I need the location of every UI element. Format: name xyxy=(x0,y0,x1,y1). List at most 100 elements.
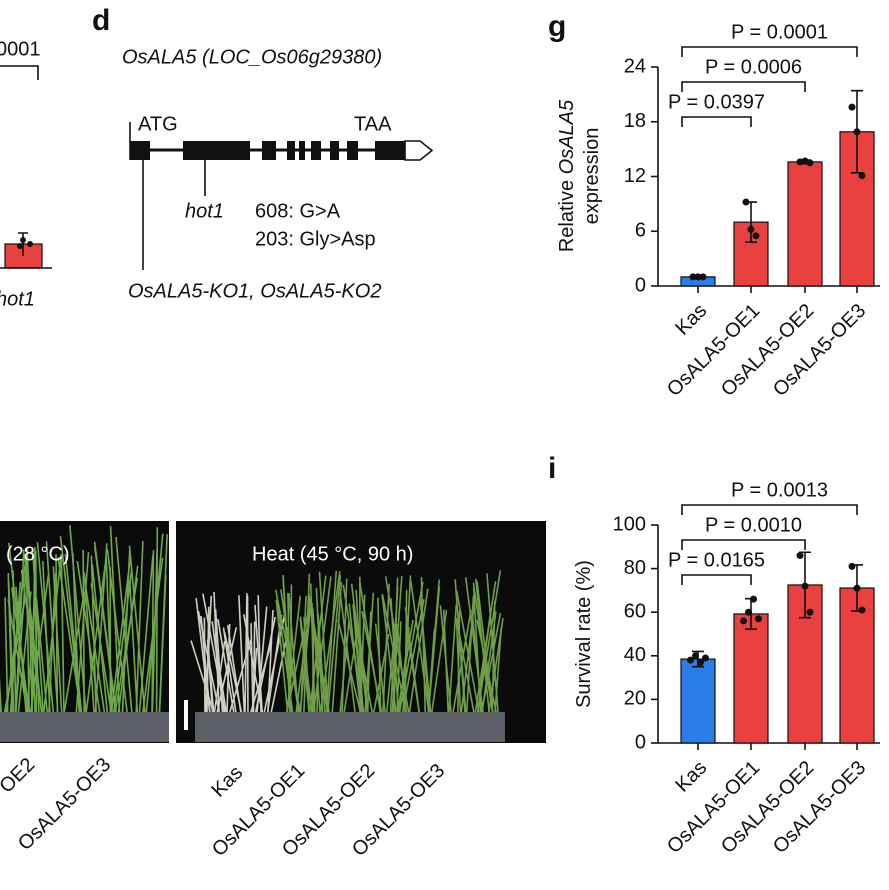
significance-bracket xyxy=(681,539,806,550)
y-axis-label: Survival rate (%) xyxy=(573,560,595,708)
y-tick-label: 6 xyxy=(635,220,646,242)
y-axis-label-part: expression xyxy=(581,128,603,225)
leaf xyxy=(84,564,106,721)
bar xyxy=(733,613,769,744)
leaf xyxy=(158,534,168,721)
knockout-label: OsALA5-KO1, OsALA5-KO2 xyxy=(128,280,381,302)
bracket xyxy=(0,65,39,80)
leaf xyxy=(389,586,399,721)
y-tick-label: 24 xyxy=(624,55,646,77)
gene-model xyxy=(129,122,434,270)
p-value: P = 0.0010 xyxy=(705,514,802,536)
leaf xyxy=(93,546,118,721)
point xyxy=(858,172,866,180)
y-tick-label: 80 xyxy=(624,557,646,579)
leaf xyxy=(465,595,475,721)
y-axis-label-part: Survival rate (%) xyxy=(573,560,595,708)
leaf xyxy=(25,555,31,721)
leaf xyxy=(405,626,422,721)
leaf xyxy=(26,549,37,721)
point xyxy=(20,237,26,243)
leaf xyxy=(464,577,485,721)
leaf xyxy=(238,595,246,721)
leaf xyxy=(326,574,342,721)
leaf xyxy=(459,595,477,721)
y-tick-label: 60 xyxy=(624,600,646,622)
leaf xyxy=(28,575,50,721)
leaf xyxy=(409,580,431,721)
mutation-line: 203: Gly>Asp xyxy=(255,228,376,250)
leaf xyxy=(447,604,458,721)
point xyxy=(699,273,707,281)
leaf xyxy=(318,571,330,721)
leaf xyxy=(151,548,158,721)
y-tick-label: 18 xyxy=(624,110,646,132)
leaf xyxy=(338,621,350,721)
leaf xyxy=(76,560,102,721)
p-value: P = 0.0001 xyxy=(731,21,828,43)
leaf xyxy=(342,584,366,721)
leaf xyxy=(252,621,256,721)
point xyxy=(801,582,809,590)
leaf xyxy=(381,583,391,721)
leaf xyxy=(420,608,433,721)
y-tick-label: 0 xyxy=(635,731,646,753)
bar xyxy=(680,658,716,744)
leaf xyxy=(109,559,131,721)
point xyxy=(796,552,804,560)
leaf xyxy=(381,595,398,721)
point xyxy=(755,615,762,623)
photo-caption: Heat (45 °C, 90 h) xyxy=(252,543,413,565)
leaf xyxy=(203,617,206,721)
significance-bracket xyxy=(681,116,752,127)
leaf xyxy=(74,552,90,721)
leaf xyxy=(35,597,49,721)
leaf xyxy=(64,554,84,721)
point xyxy=(747,225,755,233)
point xyxy=(806,608,814,616)
p-value: P = 0.0013 xyxy=(731,479,828,501)
point xyxy=(692,652,699,660)
leaf xyxy=(268,634,288,721)
leaf xyxy=(255,606,268,721)
p-value: P = 0.0165 xyxy=(668,549,765,571)
y-tick-label: 20 xyxy=(624,688,646,710)
leaf xyxy=(128,545,147,721)
mutation-line: 608: G>A xyxy=(255,200,341,222)
leaf xyxy=(90,555,98,721)
y-tick-label: 100 xyxy=(613,513,646,535)
significance-bracket xyxy=(681,46,858,57)
p-value: P = 0.0006 xyxy=(705,56,802,78)
point xyxy=(689,273,697,281)
leaf xyxy=(62,591,86,721)
leaf xyxy=(455,618,462,721)
leaf xyxy=(72,552,81,721)
plants xyxy=(0,524,505,742)
bar xyxy=(839,587,875,744)
point xyxy=(853,128,861,136)
leaf xyxy=(257,595,262,721)
point xyxy=(742,198,750,206)
leaf xyxy=(211,621,226,721)
tray xyxy=(0,712,169,742)
panel-label: g xyxy=(548,10,566,43)
leaf xyxy=(311,607,322,721)
y-axis-label-part: Relative xyxy=(556,174,578,252)
category-label: hot1 xyxy=(0,288,35,310)
leaf xyxy=(407,588,429,721)
leaf xyxy=(226,638,253,721)
mutant-label: hot1 xyxy=(185,200,224,222)
leaf xyxy=(42,553,63,721)
p-value: 0001 xyxy=(0,38,41,60)
point xyxy=(848,103,856,111)
leaf xyxy=(109,526,121,721)
leaf xyxy=(244,593,248,721)
point xyxy=(806,159,814,167)
scale-bar xyxy=(184,700,188,730)
stop-codon: TAA xyxy=(354,113,392,135)
leaf xyxy=(339,592,357,721)
point xyxy=(17,243,23,249)
leaf xyxy=(82,549,86,721)
leaf xyxy=(475,614,492,721)
